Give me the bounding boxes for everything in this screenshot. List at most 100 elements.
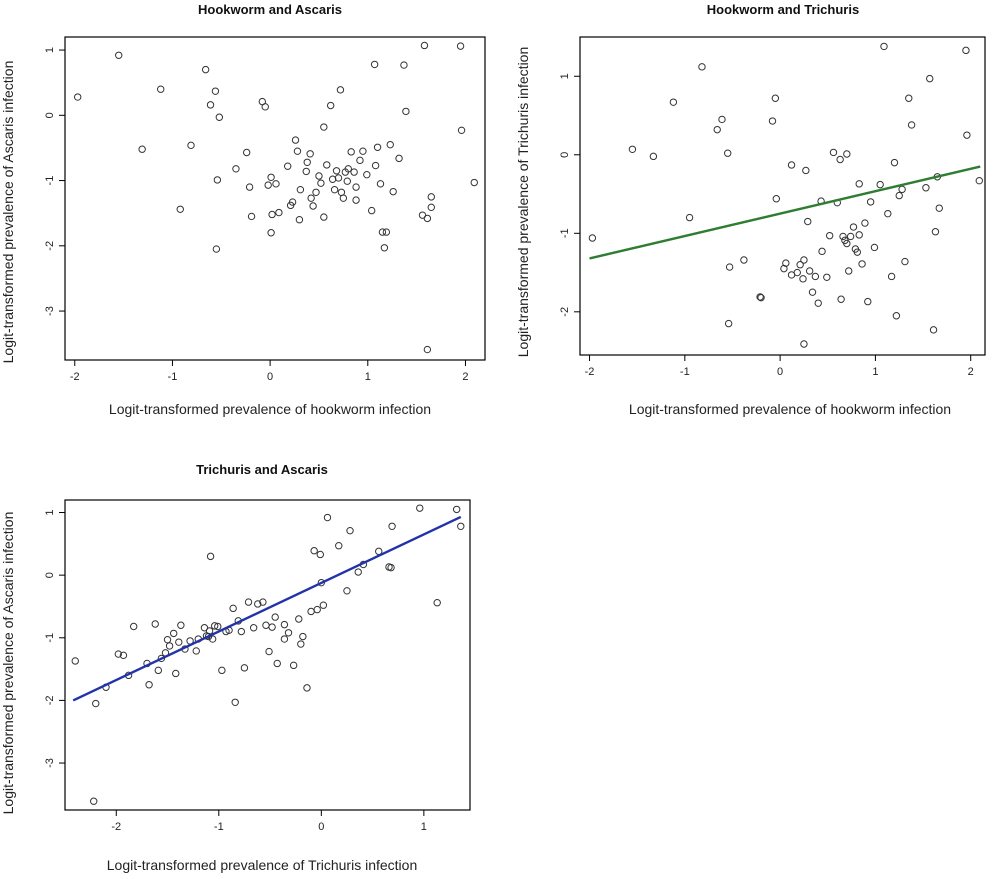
regression-line	[72, 515, 462, 702]
data-point	[229, 604, 237, 613]
data-point	[420, 41, 429, 50]
data-point	[771, 94, 780, 102]
data-point	[787, 161, 796, 169]
x-tick-label: -1	[214, 821, 224, 833]
data-point	[211, 87, 220, 95]
data-point	[289, 661, 298, 670]
data-point	[296, 185, 305, 194]
data-point	[782, 259, 790, 267]
data-point	[698, 63, 706, 71]
data-point	[307, 194, 315, 202]
data-point	[319, 601, 328, 609]
data-point	[215, 113, 224, 121]
data-point	[295, 615, 303, 623]
x-tick-label: -1	[680, 366, 690, 378]
data-point	[291, 136, 300, 144]
plot-frame	[64, 499, 471, 811]
data-point	[218, 666, 226, 675]
data-point	[326, 101, 335, 110]
data-point	[268, 210, 276, 219]
data-point	[268, 623, 276, 631]
x-axis-label: Logit-transformed prevalence of hookworm…	[629, 401, 951, 417]
data-point	[367, 206, 376, 215]
y-axis-label: Logit-transformed prevalence of Ascaris …	[0, 512, 16, 815]
y-tick-label: -2	[559, 307, 571, 317]
data-point	[119, 651, 128, 660]
data-point	[330, 185, 339, 194]
data-point	[423, 345, 432, 354]
data-point	[359, 147, 367, 155]
data-point	[931, 228, 940, 236]
x-tick-label: 0	[267, 371, 273, 383]
data-point	[317, 179, 325, 187]
data-point	[962, 46, 970, 55]
data-point	[312, 188, 320, 197]
data-point	[922, 184, 930, 192]
data-point	[804, 217, 812, 226]
data-point	[416, 504, 424, 512]
data-point	[370, 60, 379, 69]
data-point	[313, 605, 321, 614]
data-point	[386, 140, 394, 149]
x-tick-label: 0	[318, 821, 324, 833]
data-point	[718, 115, 726, 124]
data-point	[388, 522, 396, 531]
data-point	[669, 98, 678, 106]
data-point	[836, 155, 844, 164]
regression-line	[589, 165, 981, 260]
data-point	[339, 194, 348, 202]
data-point	[352, 183, 360, 191]
data-point	[376, 180, 385, 188]
data-point	[347, 148, 355, 156]
data-point	[843, 239, 851, 248]
data-point	[898, 185, 906, 194]
x-tick-label: 1	[872, 366, 878, 378]
y-tick-label: 0	[44, 112, 56, 118]
data-point	[307, 607, 315, 616]
data-point	[73, 93, 82, 101]
data-point	[352, 196, 360, 204]
data-point	[254, 600, 262, 608]
scatter-plot-hookworm-ascaris: Hookworm and Ascaris Logit-transformed p…	[0, 2, 486, 417]
data-point	[935, 204, 943, 212]
data-point	[309, 202, 317, 210]
data-point	[328, 175, 337, 183]
data-point	[793, 268, 801, 277]
data-point	[382, 228, 391, 236]
data-point	[855, 231, 863, 239]
data-point	[115, 51, 123, 59]
data-point	[853, 248, 862, 256]
data-point	[205, 627, 214, 635]
data-point	[297, 640, 305, 648]
data-point	[320, 213, 328, 221]
data-point	[884, 209, 892, 218]
data-point	[929, 326, 938, 334]
data-point	[907, 121, 916, 129]
data-point	[823, 273, 831, 281]
data-point	[858, 260, 866, 268]
data-point	[346, 526, 354, 535]
x-tick-label: 2	[462, 371, 468, 383]
data-point	[71, 657, 79, 665]
data-point	[249, 624, 258, 632]
data-point	[389, 187, 397, 196]
data-point	[163, 635, 172, 644]
data-point	[273, 659, 281, 668]
data-point	[231, 698, 239, 706]
data-point	[280, 635, 289, 643]
data-point	[802, 166, 810, 175]
x-tick-label: -2	[70, 371, 80, 383]
data-point	[818, 247, 826, 256]
data-point	[963, 131, 971, 139]
data-point	[332, 167, 341, 175]
data-point	[302, 167, 310, 176]
y-tick-label: 1	[44, 509, 56, 515]
data-point	[92, 699, 100, 708]
data-point	[378, 228, 387, 236]
data-point	[306, 150, 314, 158]
y-tick-label: 0	[559, 152, 571, 158]
y-tick-label: 0	[44, 572, 56, 578]
data-point	[452, 505, 461, 514]
data-point	[315, 172, 323, 180]
scatter-plot-hookworm-trichuris: Hookworm and Trichuris Logit-transformed…	[515, 2, 986, 417]
